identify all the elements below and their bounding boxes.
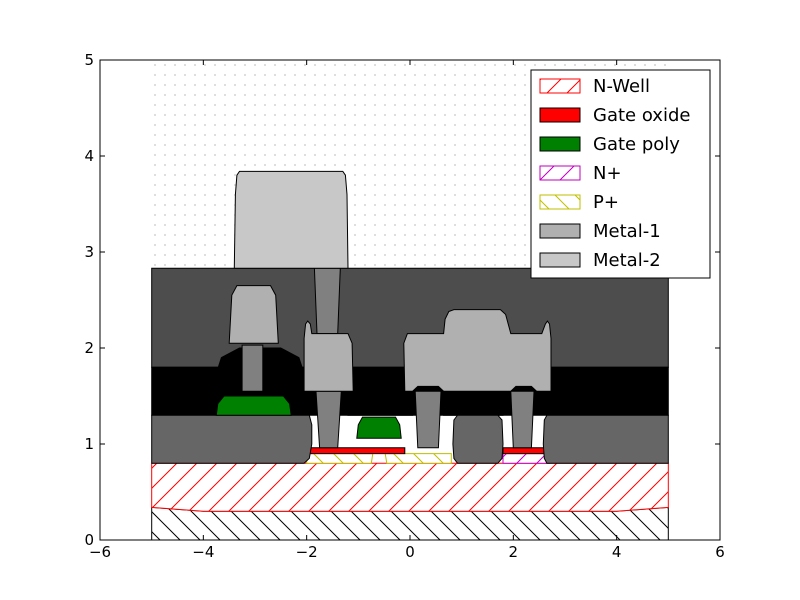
x-tick-label: 0 — [405, 543, 415, 561]
layer-gate-oxide-2-shape — [502, 447, 545, 455]
y-tick-label: 4 — [84, 147, 94, 165]
layer-gate-poly-2 — [356, 416, 402, 439]
layer-metal1-a — [228, 285, 279, 344]
layer-pplus-left-shape — [306, 453, 374, 464]
layer-nplus — [502, 453, 550, 464]
layer-pplus-right — [384, 453, 452, 464]
layer-nwell — [151, 462, 669, 512]
layer-field-oxide-right — [542, 414, 669, 464]
layer-field-oxide-mid-shape — [452, 414, 504, 464]
legend-label: Metal-2 — [593, 250, 661, 271]
layer-nplus-shape — [502, 453, 550, 464]
layer-contact-3 — [414, 390, 442, 449]
layer-contact-4-shape — [510, 390, 535, 449]
legend-entry: Gate oxide — [539, 105, 690, 126]
y-axis: 0 1 2 3 4 5 — [84, 51, 720, 549]
layer-field-oxide-right-shape — [542, 414, 669, 464]
y-tick-label: 2 — [84, 339, 94, 357]
legend-label: N+ — [593, 163, 622, 184]
layer-field-oxide-left-shape — [151, 414, 313, 464]
legend-entry: Gate poly — [539, 134, 680, 155]
layer-field-oxide-mid — [452, 414, 504, 464]
legend-swatch — [539, 194, 581, 210]
legend-swatch — [539, 252, 581, 268]
layer-metal1-a-shape — [228, 285, 279, 344]
legend-entry: N-Well — [539, 76, 650, 97]
layer-metal1-b-shape — [303, 320, 354, 392]
layer-field-oxide-left — [151, 414, 313, 464]
layer-contact-4 — [510, 390, 535, 449]
layer-nwell-shape — [151, 462, 669, 512]
layer-gate-poly-1-shape — [215, 395, 292, 416]
layer-gate-poly-2-shape — [356, 416, 402, 439]
layer-gate-poly-1 — [215, 395, 292, 416]
x-axis: −6 −4 −2 0 2 4 6 — [89, 60, 725, 561]
layer-metal2 — [233, 170, 349, 269]
layer-poly-bump-2-shape — [347, 368, 414, 416]
layer-contact-1 — [241, 344, 264, 392]
legend-swatch — [539, 223, 581, 239]
layer-via-1-shape — [313, 267, 341, 335]
layer-contact-2-shape — [315, 390, 342, 449]
layer-metal1-c — [403, 309, 552, 392]
legend-entry: N+ — [539, 163, 622, 184]
legend-label: Gate poly — [593, 134, 680, 155]
legend-entry: Metal-1 — [539, 221, 661, 242]
x-tick-label: −6 — [89, 543, 111, 561]
legend: N-Well Gate oxide Gate poly N+ P+ Metal-1 Meta… — [530, 69, 711, 279]
layer-pplus-right-shape — [384, 453, 452, 464]
layer-gate-oxide-1 — [308, 447, 406, 455]
legend-label: N-Well — [593, 76, 650, 97]
legend-swatch — [539, 165, 581, 181]
x-tick-label: 2 — [509, 543, 519, 561]
y-tick-label: 3 — [84, 243, 94, 261]
legend-entry: Metal-2 — [539, 250, 661, 271]
x-tick-label: −2 — [296, 543, 318, 561]
layer-pplus-left — [306, 453, 374, 464]
y-tick-label: 1 — [84, 435, 94, 453]
layer-contact-2 — [315, 390, 342, 449]
layer-contact-1-shape — [241, 344, 264, 392]
layer-metal2-shape — [233, 170, 349, 269]
x-tick-label: 6 — [715, 543, 725, 561]
layer-metal1-b — [303, 320, 354, 392]
layer-gate-oxide-1-shape — [308, 447, 406, 455]
legend-entry: P+ — [539, 192, 619, 213]
layer-gate-oxide-2 — [502, 447, 545, 455]
y-tick-label: 5 — [84, 51, 94, 69]
layer-via-1 — [313, 267, 341, 335]
x-tick-label: −4 — [192, 543, 214, 561]
legend-swatch — [539, 107, 581, 123]
legend-label: P+ — [593, 192, 619, 213]
layer-stack — [151, 170, 669, 541]
legend-label: Gate oxide — [593, 105, 690, 126]
y-tick-label: 0 — [84, 531, 94, 549]
layer-metal1-c-shape — [403, 309, 552, 392]
legend-swatch — [539, 78, 581, 94]
layer-poly-bump-2 — [347, 368, 414, 416]
legend-label: Metal-1 — [593, 221, 661, 242]
layer-contact-3-shape — [414, 390, 442, 449]
legend-swatch — [539, 136, 581, 152]
x-tick-label: 4 — [612, 543, 622, 561]
